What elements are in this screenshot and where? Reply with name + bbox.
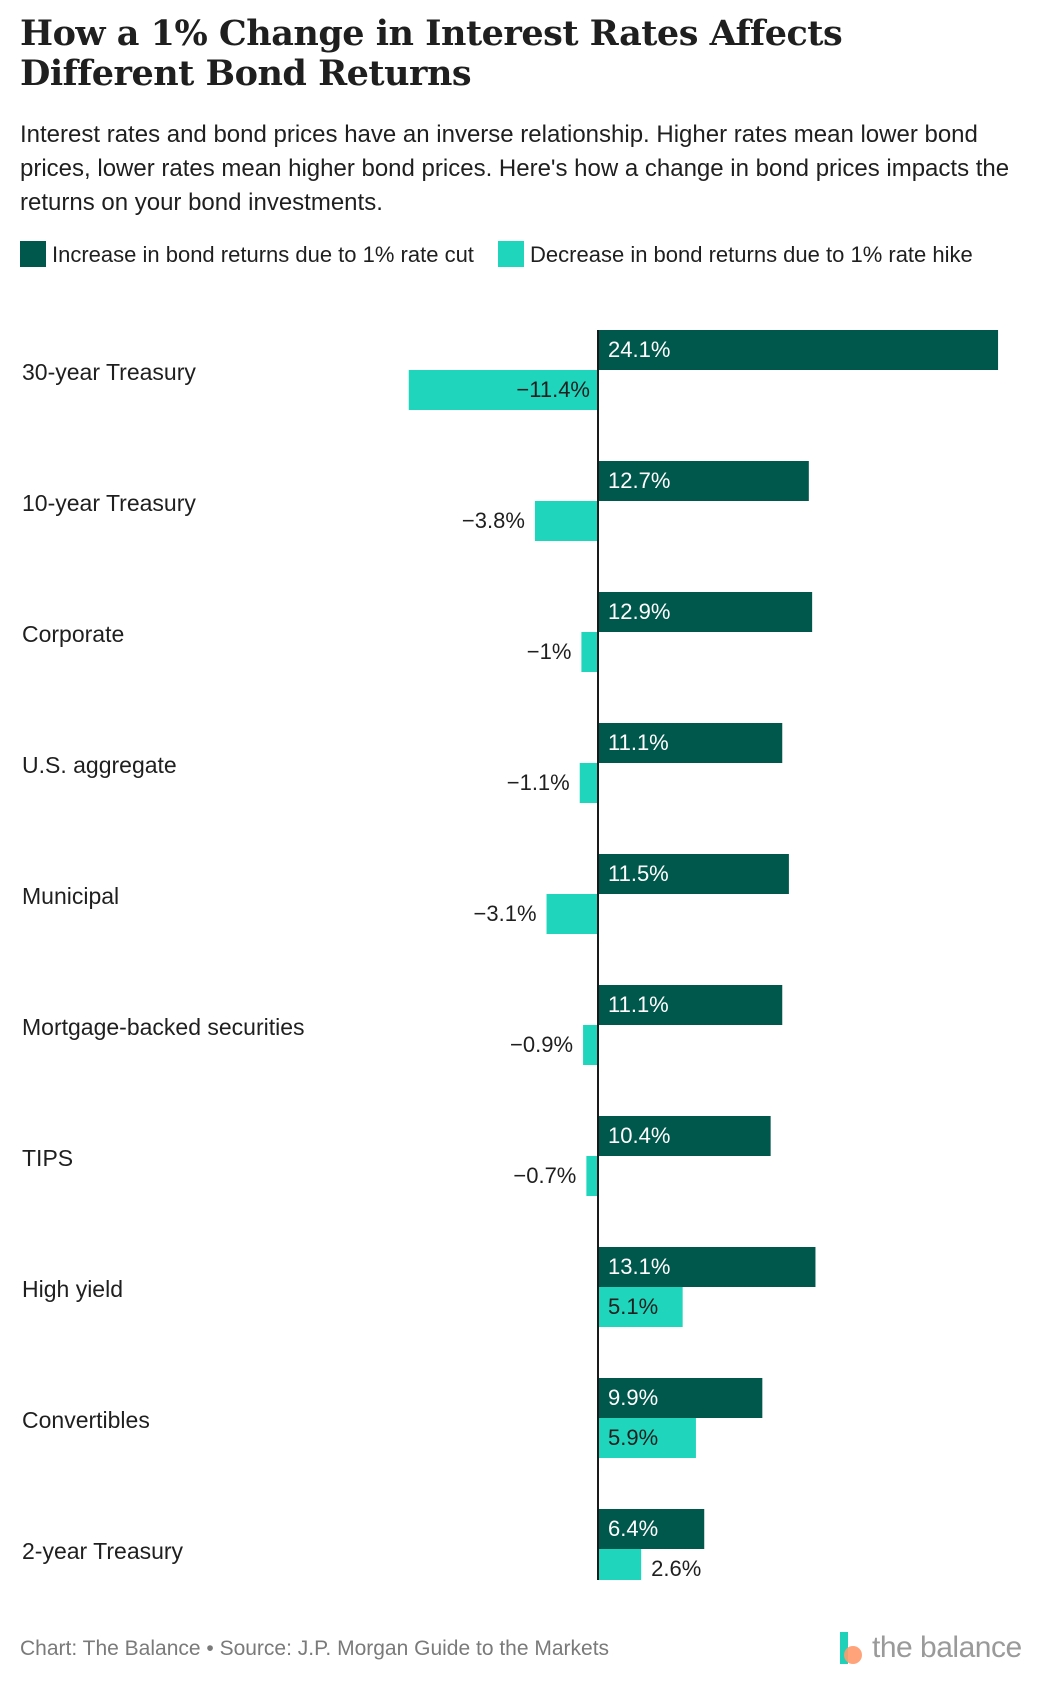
bar-cut: [598, 985, 783, 1025]
value-label-cut: 9.9%: [608, 1385, 658, 1410]
bar-cut: [598, 1378, 763, 1418]
value-label-cut: 12.9%: [608, 599, 670, 624]
value-label-cut: 24.1%: [608, 337, 670, 362]
value-label-hike: −1.1%: [507, 770, 570, 795]
bar-hike: [586, 1156, 598, 1196]
chart-title: How a 1% Change in Interest Rates Affect…: [20, 13, 843, 94]
bar-hike: [579, 763, 598, 803]
chart-credit: Chart: The Balance • Source: J.P. Morgan…: [20, 1637, 610, 1660]
logo-text: the balance: [872, 1631, 1022, 1664]
value-label-hike: −1%: [527, 639, 572, 664]
bar-hike: [408, 370, 598, 410]
category-label: U.S. aggregate: [22, 752, 177, 778]
bar-cut: [598, 330, 999, 370]
category-label: Mortgage-backed securities: [22, 1014, 305, 1040]
bar-hike: [598, 1418, 696, 1458]
legend-label-rate-cut: Increase in bond returns due to 1% rate …: [52, 242, 474, 267]
brand-logo: the balance: [838, 1628, 1022, 1668]
legend-label-rate-hike: Decrease in bond returns due to 1% rate …: [530, 242, 973, 267]
bar-cut: [598, 854, 789, 894]
bar-hike: [546, 894, 598, 934]
legend: Increase in bond returns due to 1% rate …: [20, 238, 1010, 272]
category-label: Municipal: [22, 883, 119, 909]
bar-cut: [598, 1509, 705, 1549]
bar-chart: 30-year Treasury 24.1% −11.4% 10-year Treas…: [22, 330, 999, 1580]
legend-item-rate-hike: Decrease in bond returns due to 1% rate …: [498, 241, 973, 267]
value-label-cut: 12.7%: [608, 468, 670, 493]
balance-logo-icon: [838, 1630, 866, 1666]
value-label-hike: −3.8%: [462, 508, 525, 533]
legend-item-rate-cut: Increase in bond returns due to 1% rate …: [20, 241, 474, 267]
value-label-cut: 11.1%: [608, 730, 669, 755]
value-label-hike: 2.6%: [651, 1556, 701, 1580]
value-label-hike: −11.4%: [516, 377, 590, 402]
bar-cut: [598, 1116, 771, 1156]
category-label: Corporate: [22, 621, 124, 647]
value-label-hike: −0.9%: [510, 1032, 573, 1057]
bar-cut: [598, 723, 783, 763]
category-label: Convertibles: [22, 1407, 150, 1433]
bar-hike: [581, 632, 598, 672]
category-label: 2-year Treasury: [22, 1538, 184, 1564]
value-label-cut: 13.1%: [608, 1254, 670, 1279]
bar-hike: [583, 1025, 598, 1065]
value-label-hike: −3.1%: [474, 901, 537, 926]
bar-hike: [598, 1549, 642, 1580]
value-label-hike: 5.1%: [608, 1294, 658, 1319]
bar-hike: [598, 1287, 683, 1327]
category-label: 10-year Treasury: [22, 490, 196, 516]
category-label: 30-year Treasury: [22, 359, 196, 385]
legend-swatch-rate-cut: [20, 241, 46, 267]
value-label-cut: 10.4%: [608, 1123, 670, 1148]
bar-cut: [598, 1247, 816, 1287]
value-label-hike: −0.7%: [513, 1163, 576, 1188]
value-label-hike: 5.9%: [608, 1425, 658, 1450]
bar-cut: [598, 592, 813, 632]
value-label-cut: 6.4%: [608, 1516, 658, 1541]
category-label: TIPS: [22, 1145, 73, 1171]
value-label-cut: 11.5%: [608, 861, 669, 886]
category-label: High yield: [22, 1276, 123, 1302]
bar-hike: [534, 501, 598, 541]
value-label-cut: 11.1%: [608, 992, 669, 1017]
chart-subtitle: Interest rates and bond prices have an i…: [20, 121, 1010, 216]
bar-cut: [598, 461, 809, 501]
legend-swatch-rate-hike: [498, 241, 525, 267]
